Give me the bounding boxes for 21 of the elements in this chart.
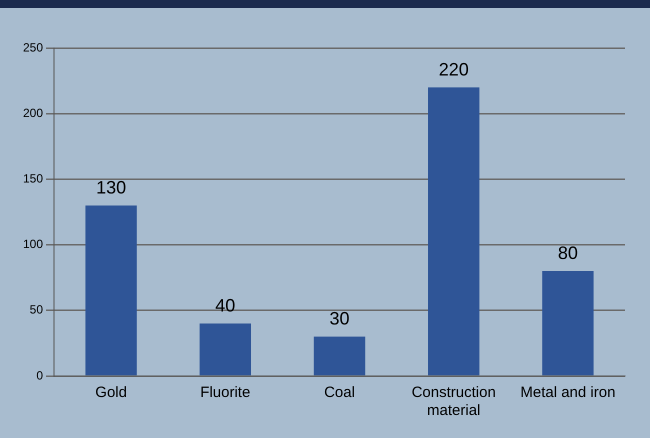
bar	[85, 205, 137, 376]
bar	[314, 336, 366, 376]
bar	[200, 324, 252, 376]
x-tick-label: Construction material	[412, 384, 496, 420]
y-tick-label: 100	[22, 237, 44, 252]
data-label: 220	[438, 59, 469, 80]
bar	[542, 271, 594, 376]
x-tick-label: Gold	[95, 384, 127, 402]
x-tick-label: Coal	[324, 384, 355, 402]
data-label: 40	[215, 295, 236, 316]
bar	[428, 87, 480, 376]
y-tick-label: 50	[30, 302, 44, 317]
data-label: 130	[96, 177, 126, 198]
x-tick-label: Metal and iron	[520, 384, 616, 402]
y-tick-label: 250	[22, 40, 44, 54]
y-tick-label: 200	[22, 106, 44, 120]
data-label: 80	[558, 243, 578, 264]
x-tick-label: Fluorite	[200, 384, 250, 402]
y-tick-label: 0	[36, 368, 44, 382]
data-label: 30	[329, 308, 350, 329]
y-tick-label: 150	[22, 172, 44, 186]
